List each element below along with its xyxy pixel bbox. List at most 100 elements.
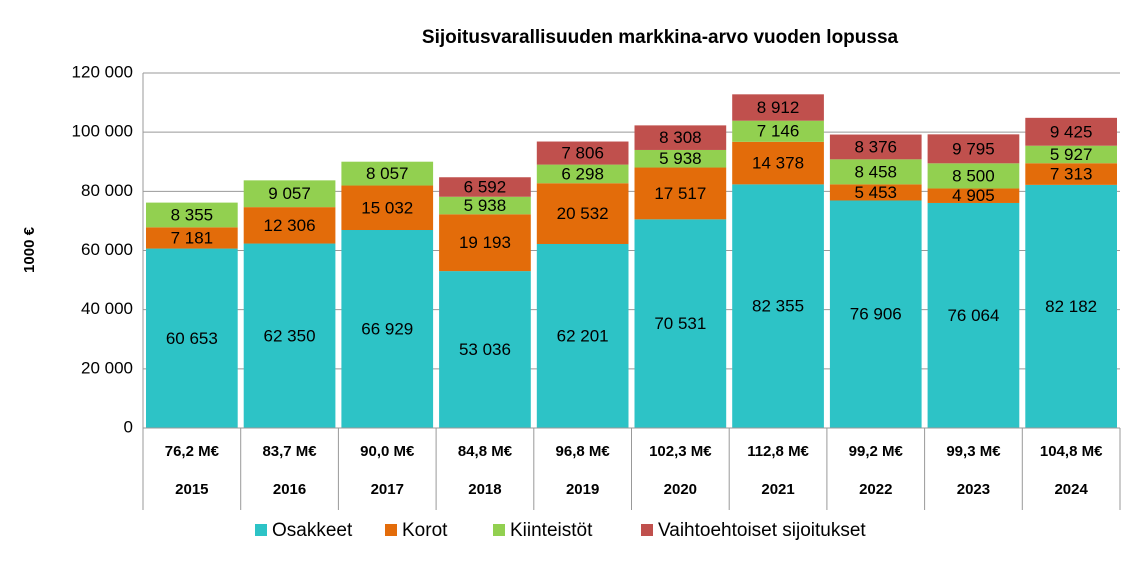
data-label: 82 355 [752,297,804,316]
legend-label: Vaihtoehtoiset sijoitukset [658,520,866,541]
bar-segment [341,185,434,231]
data-label: 14 378 [752,154,804,173]
bar-segment [341,230,434,428]
data-label: 8 308 [659,128,702,147]
data-label: 19 193 [459,233,511,252]
total-label: 76,2 M€ [165,443,220,460]
x-tick-label: 2020 [664,481,697,498]
x-tick-label: 2018 [468,481,501,498]
total-label: 84,8 M€ [458,443,513,460]
data-label: 15 032 [361,198,413,217]
bar-segment [243,180,336,208]
data-label: 62 201 [557,326,609,345]
bar-segment [927,202,1020,428]
data-label: 7 313 [1050,165,1093,184]
legend-label: Korot [402,520,448,541]
total-label: 96,8 M€ [556,443,611,460]
data-label: 82 182 [1045,297,1097,316]
bar-segment [536,141,629,165]
bar-segment [146,227,238,249]
data-label: 70 531 [654,314,706,333]
data-label: 8 500 [952,166,995,185]
bar-segment [146,202,238,228]
x-tick-label: 2021 [761,481,794,498]
bar-segment [439,177,531,197]
data-label: 8 376 [854,137,897,156]
data-label: 62 350 [264,326,316,345]
total-label: 83,7 M€ [262,443,317,460]
bar-segment [634,149,727,168]
data-label: 12 306 [264,216,316,235]
data-label: 76 906 [850,305,902,324]
bar-segment [341,161,434,186]
bar-segment [634,125,727,150]
data-label: 4 905 [952,186,995,205]
bar-segment [536,164,629,184]
data-label: 6 592 [464,177,507,196]
bar-segment [536,243,629,428]
x-tick-label: 2024 [1054,481,1088,498]
total-label: 99,3 M€ [946,443,1001,460]
data-label: 66 929 [361,319,413,338]
bar-segment [732,184,824,428]
legend-label: Kiinteistöt [510,520,593,541]
bar-segment [634,167,727,220]
y-tick-label: 80 000 [81,181,133,200]
data-label: 5 938 [464,196,507,215]
bar-segment [829,184,922,201]
data-label: 8 355 [171,205,214,224]
data-label: 9 057 [268,184,311,203]
y-tick-label: 20 000 [81,358,133,377]
bar-segment [439,214,531,272]
y-tick-label: 40 000 [81,299,133,318]
x-tick-label: 2015 [175,481,208,498]
data-label: 8 458 [854,162,897,181]
legend-swatch [493,524,505,536]
bar-segment [732,120,824,142]
data-label: 8 057 [366,164,409,183]
y-axis-label: 1000 € [21,226,38,273]
y-tick-label: 120 000 [72,62,133,81]
data-label: 9 425 [1050,122,1093,141]
x-tick-label: 2017 [371,481,404,498]
bar-segment [634,219,727,428]
bar-segment [829,134,922,160]
y-tick-label: 0 [124,417,133,436]
total-label: 112,8 M€ [747,443,809,460]
legend-swatch [385,524,397,536]
chart-title: Sijoitusvarallisuuden markkina-arvo vuod… [422,27,899,48]
bar-segment [1025,117,1117,146]
data-label: 9 795 [952,139,995,158]
y-tick-label: 100 000 [72,122,133,141]
bar-segment [829,200,922,428]
data-label: 20 532 [557,204,609,223]
total-label: 102,3 M€ [649,443,712,460]
bar-segment [439,271,531,428]
bar-segment [927,134,1020,164]
legend-swatch [641,524,653,536]
y-tick-label: 60 000 [81,240,133,259]
total-label: 90,0 M€ [360,443,415,460]
bar-segment [732,94,824,121]
total-label: 99,2 M€ [849,443,904,460]
data-label: 76 064 [947,306,999,325]
x-tick-label: 2016 [273,481,306,498]
bar-segment [829,159,922,185]
bar-segment [243,207,336,244]
legend-label: Osakkeet [272,520,353,541]
bar-segment [927,163,1020,189]
data-label: 7 146 [757,122,800,141]
bar-segment [927,188,1020,203]
bar-segment [732,141,824,185]
total-label: 104,8 M€ [1040,443,1103,460]
bar-segment [243,243,336,428]
bar-segment [439,196,531,215]
legend-swatch [255,524,267,536]
data-label: 8 912 [757,98,800,117]
data-label: 7 806 [561,144,604,163]
data-label: 5 938 [659,149,702,168]
bar-segment [1025,163,1117,185]
bar-segment [1025,145,1117,164]
data-label: 6 298 [561,164,604,183]
